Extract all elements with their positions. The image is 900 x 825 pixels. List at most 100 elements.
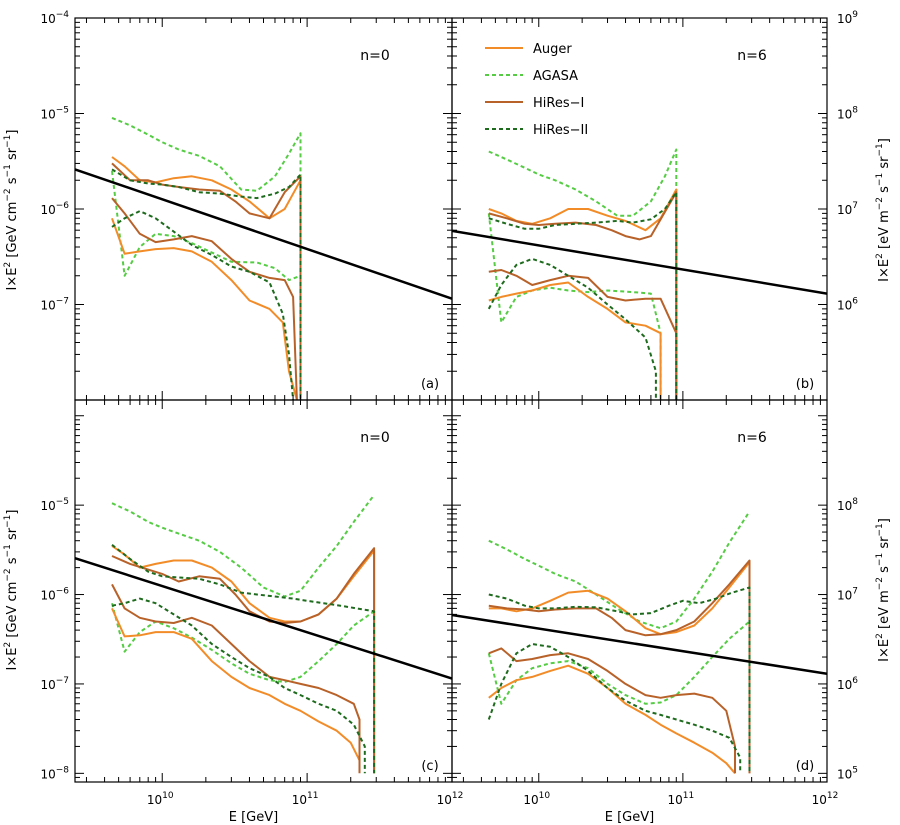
y-axis-label-left-top-part: I×E	[5, 267, 20, 290]
y-axis-label-right-bottom-part: I×E	[877, 639, 892, 662]
y-tick-label-left-a: 10−4	[40, 10, 69, 26]
x-tick-label-c-base: 10	[292, 793, 307, 807]
y-tick-label-left-a-base: 10	[40, 12, 55, 26]
frame-d	[451, 399, 828, 783]
y-tick-label-left-a-exp: −5	[56, 106, 69, 116]
y-tick-label-left-a-base: 10	[40, 108, 55, 122]
y-tick-label-left-c-exp: −8	[56, 765, 70, 775]
series-line-hiresii-b-7	[487, 257, 657, 400]
panel-tag-c: (c)	[421, 759, 438, 774]
panels-group	[75, 116, 827, 774]
y-axis-label-left-top-part: −2	[3, 188, 13, 201]
y-tick-label-right-d: 105	[837, 765, 858, 781]
panel-c	[75, 494, 452, 774]
series-line-auger-c-3	[111, 607, 361, 761]
series-line-hiresii-d-7	[487, 643, 742, 774]
series-line-hiresii-c-6	[111, 544, 376, 774]
y-tick-label-left-a-exp: −7	[56, 297, 69, 307]
y-axis-label-left-top-part: s	[5, 177, 20, 188]
y-tick-label-left-c-exp: −6	[56, 587, 70, 597]
y-tick-label-right-b-base: 10	[837, 203, 852, 217]
series-line-agasa-a-1	[111, 170, 302, 400]
series-line-auger-d-2	[488, 561, 751, 774]
y-tick-label-left-a-exp: −4	[56, 10, 70, 20]
series-line-agasa-b-1	[487, 213, 662, 400]
y-axis-label-right-top-part: −2	[875, 197, 885, 210]
y-tick-label-right-b-exp: 9	[852, 10, 858, 20]
reference-line-a	[75, 168, 452, 300]
y-axis-label-right-top-part: sr	[877, 156, 892, 173]
legend-label-0: Auger	[533, 42, 572, 57]
y-axis-label-right-bottom: I×E2 [eV m−2 s−1 sr−1]	[875, 518, 892, 662]
series-line-auger-a-3	[111, 217, 298, 400]
series-line-auger-b-3	[488, 281, 662, 400]
y-tick-label-right-b-base: 10	[837, 299, 852, 313]
x-tick-label-d-exp: 12	[827, 791, 838, 801]
y-tick-label-right-d-exp: 6	[852, 676, 858, 686]
x-tick-label-c: 1012	[437, 791, 464, 807]
y-tick-label-left-c-base: 10	[40, 499, 55, 513]
y-tick-label-right-b-exp: 7	[852, 201, 858, 211]
y-axis-label-right-top: I×E2 [eV m−2 s−1 sr−1]	[875, 138, 892, 282]
ticks-group	[75, 17, 828, 783]
y-axis-label-right-bottom-part: 2	[875, 633, 885, 639]
y-tick-label-right-b-base: 10	[837, 12, 852, 26]
y-axis-label-left-top-part: sr	[5, 147, 20, 164]
y-axis-label-right-top-part: [eV m	[877, 210, 892, 253]
y-axis-label-left-top-part: −1	[3, 164, 13, 177]
y-tick-label-left-c: 10−5	[40, 497, 69, 513]
y-axis-label-left-bottom-part: ]	[5, 510, 20, 515]
y-axis-label-right-top-part: I×E	[877, 259, 892, 282]
y-axis-label-left-bottom-part: −1	[3, 544, 13, 557]
panel-tag-b: (b)	[796, 377, 814, 392]
y-axis-label-right-bottom-part: −1	[875, 553, 885, 566]
y-axis-label-left-top-part: ]	[5, 130, 20, 135]
y-axis-label-right-bottom-part: ]	[877, 518, 892, 523]
y-tick-label-left-c-base: 10	[40, 589, 55, 603]
y-tick-label-left-c: 10−7	[40, 676, 69, 692]
y-axis-label-left-top: I×E2 [GeV cm−2 s−1 sr−1]	[3, 130, 20, 291]
y-tick-label-right-d-base: 10	[837, 589, 852, 603]
x-tick-label-d: 1010	[523, 791, 550, 807]
panel-d	[452, 510, 827, 774]
series-line-hiresi-d-4	[488, 559, 751, 774]
y-axis-label-right-bottom-part: −1	[875, 523, 885, 536]
y-tick-label-left-a: 10−6	[40, 201, 69, 217]
y-tick-label-right-d: 107	[837, 587, 858, 603]
y-tick-label-right-d-base: 10	[837, 678, 852, 692]
legend-label-1: AGASA	[533, 69, 578, 84]
y-tick-label-right-d-exp: 8	[852, 497, 858, 507]
y-tick-label-left-c-base: 10	[40, 767, 55, 781]
x-tick-label-d: 1012	[812, 791, 839, 807]
x-tick-label-d-exp: 10	[539, 791, 551, 801]
series-line-agasa-c-1	[111, 602, 375, 683]
y-axis-label-right-top-part: −1	[875, 173, 885, 186]
y-axis-label-left-bottom: I×E2 [GeV cm−2 s−1 sr−1]	[3, 510, 20, 671]
series-line-auger-d-3	[488, 664, 736, 774]
reference-line-c	[75, 557, 452, 680]
frame-a	[74, 17, 453, 401]
y-axis-label-right-bottom-part: [eV m	[877, 590, 892, 633]
y-tick-label-left-a-exp: −6	[56, 201, 70, 211]
series-line-hiresi-c-5	[111, 583, 361, 774]
legend: Auger AGASA HiRes−I HiRes−II	[485, 42, 588, 138]
x-tick-label-d-base: 10	[668, 793, 683, 807]
x-tick-label-c-base: 10	[437, 793, 452, 807]
series-line-auger-c-2	[111, 545, 376, 774]
y-tick-label-right-b: 106	[837, 297, 858, 313]
legend-label-2: HiRes−I	[533, 96, 584, 111]
y-axis-label-left-top-part: 2	[3, 262, 13, 268]
y-tick-label-left-c: 10−6	[40, 587, 69, 603]
y-tick-label-left-a-base: 10	[40, 203, 55, 217]
n-label-d: n=6	[737, 430, 767, 446]
series-line-hiresi-b-4	[488, 191, 678, 400]
y-tick-label-right-d: 108	[837, 497, 858, 513]
series-line-agasa-d-0	[488, 510, 751, 630]
series-line-agasa-d-1	[487, 620, 751, 705]
reference-line-d	[452, 613, 827, 675]
x-tick-label-c: 1011	[292, 791, 319, 807]
series-line-hiresi-a-4	[111, 162, 302, 400]
y-axis-label-left-bottom-part: sr	[5, 527, 20, 544]
x-tick-label-c-exp: 12	[452, 791, 463, 801]
panel-tag-a: (a)	[421, 377, 439, 392]
